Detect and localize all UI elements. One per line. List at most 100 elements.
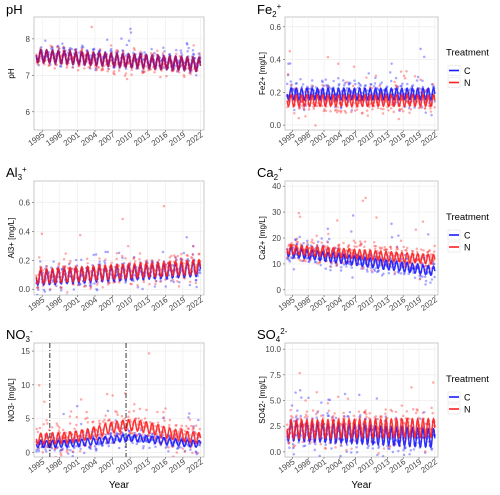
scatter-point-C <box>83 284 87 287</box>
scatter-point-N <box>117 281 121 284</box>
scatter-point-C <box>143 51 146 54</box>
scatter-point-C <box>326 84 330 87</box>
scatter-point-N <box>303 415 307 419</box>
scatter-point-N <box>413 74 417 78</box>
x-tick-label: 2010 <box>115 130 135 148</box>
scatter-point-C <box>148 446 151 450</box>
scatter-point-N <box>423 450 427 453</box>
scatter-point-N <box>45 265 49 268</box>
scatter-point-N <box>36 286 40 290</box>
scatter-point-C <box>188 412 191 415</box>
scatter-point-C <box>430 448 433 451</box>
scatter-point-C <box>62 46 65 50</box>
scatter-point-N <box>337 62 340 65</box>
scatter-point-C <box>66 297 69 300</box>
scatter-point-C <box>127 429 131 433</box>
scatter-point-N <box>185 254 189 257</box>
scatter-point-C <box>381 454 385 457</box>
scatter-point-N <box>56 424 59 427</box>
scatter-point-N <box>48 64 51 67</box>
scatter-point-N <box>157 273 160 276</box>
scatter-point-C <box>330 447 333 450</box>
x-tick-label: 2007 <box>97 457 117 475</box>
scatter-point-N <box>188 71 191 75</box>
scatter-point-C <box>109 431 113 435</box>
scatter-point-N <box>374 74 378 77</box>
y-tick-label: 7.5 <box>270 371 282 380</box>
scatter-point-N <box>337 244 340 247</box>
scatter-point-N <box>310 438 313 441</box>
scatter-point-C <box>138 439 142 443</box>
scatter-point-N <box>373 244 376 248</box>
scatter-point-N <box>101 66 104 70</box>
scatter-point-C <box>334 246 337 250</box>
scatter-point-C <box>408 89 411 92</box>
scatter-point-N <box>110 261 113 265</box>
scatter-point-N <box>402 74 406 77</box>
scatter-point-N <box>405 69 408 73</box>
scatter-point-N <box>57 263 61 266</box>
scatter-point-N <box>304 399 307 402</box>
legend-title: Treatment <box>446 48 489 59</box>
scatter-point-N <box>134 417 138 420</box>
scatter-point-C <box>408 452 411 456</box>
scatter-point-N <box>82 285 86 288</box>
scatter-point-C <box>404 446 407 449</box>
scatter-point-C <box>122 261 126 265</box>
scatter-point-N <box>69 259 72 263</box>
scatter-point-C <box>387 271 391 275</box>
scatter-point-N <box>191 253 195 256</box>
scatter-point-N <box>186 254 190 257</box>
scatter-point-N <box>133 48 136 52</box>
scatter-point-C <box>79 283 82 286</box>
scatter-point-N <box>339 443 343 447</box>
scatter-point-C <box>162 416 165 420</box>
scatter-point-C <box>106 67 110 71</box>
scatter-point-C <box>159 279 163 283</box>
scatter-point-N <box>184 429 187 433</box>
scatter-point-C <box>94 449 98 452</box>
scatter-point-N <box>307 108 311 111</box>
scatter-point-N <box>372 240 376 244</box>
scatter-point-C <box>191 49 195 52</box>
scatter-point-N <box>306 415 309 418</box>
scatter-point-C <box>141 446 145 450</box>
scatter-point-C <box>303 444 307 447</box>
scatter-point-N <box>298 107 301 110</box>
x-axis-label: Year <box>351 480 372 490</box>
scatter-point-C <box>432 85 435 88</box>
scatter-point-C <box>360 267 363 270</box>
scatter-point-N <box>191 451 194 455</box>
scatter-point-N <box>379 107 383 111</box>
scatter-point-C <box>299 414 302 418</box>
scatter-point-N <box>89 287 92 290</box>
scatter-point-N <box>424 264 428 268</box>
scatter-point-C <box>36 285 40 289</box>
scatter-point-N <box>106 419 110 422</box>
scatter-point-C <box>300 396 303 399</box>
scatter-point-C <box>394 76 398 80</box>
scatter-point-N <box>337 244 340 248</box>
scatter-point-C <box>56 44 59 48</box>
scatter-point-C <box>330 262 333 265</box>
scatter-point-N <box>414 411 418 415</box>
scatter-point-C <box>313 448 317 452</box>
scatter-point-N <box>290 241 293 245</box>
scatter-point-N <box>69 410 73 413</box>
x-tick-label: 2001 <box>62 295 82 313</box>
scatter-point-C <box>179 49 183 52</box>
scatter-point-C <box>347 83 351 86</box>
scatter-point-C <box>403 447 407 450</box>
scatter-point-C <box>380 274 384 277</box>
scatter-point-C <box>421 79 424 83</box>
scatter-point-C <box>308 260 311 263</box>
scatter-point-C <box>71 65 75 69</box>
scatter-point-C <box>406 82 409 86</box>
scatter-point-N <box>384 408 387 411</box>
scatter-point-C <box>286 73 290 77</box>
scatter-point-N <box>323 108 326 111</box>
scatter-point-N <box>304 259 307 263</box>
scatter-point-N <box>379 414 383 418</box>
scatter-point-N <box>293 444 296 447</box>
scatter-point-C <box>402 448 405 452</box>
